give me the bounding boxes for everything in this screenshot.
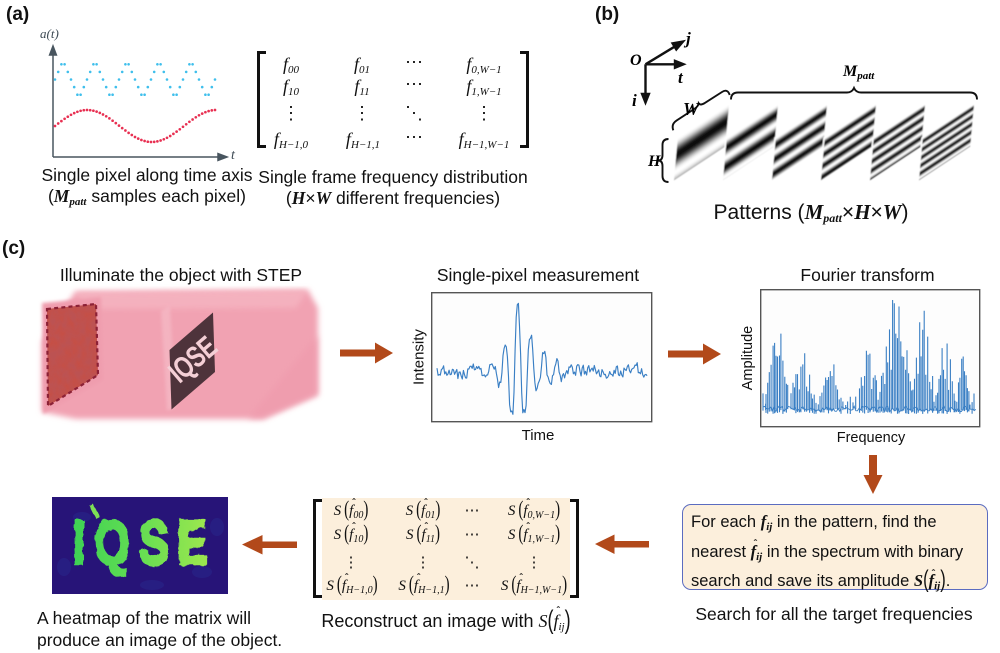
- svg-text:IQSE: IQSE: [73, 509, 217, 578]
